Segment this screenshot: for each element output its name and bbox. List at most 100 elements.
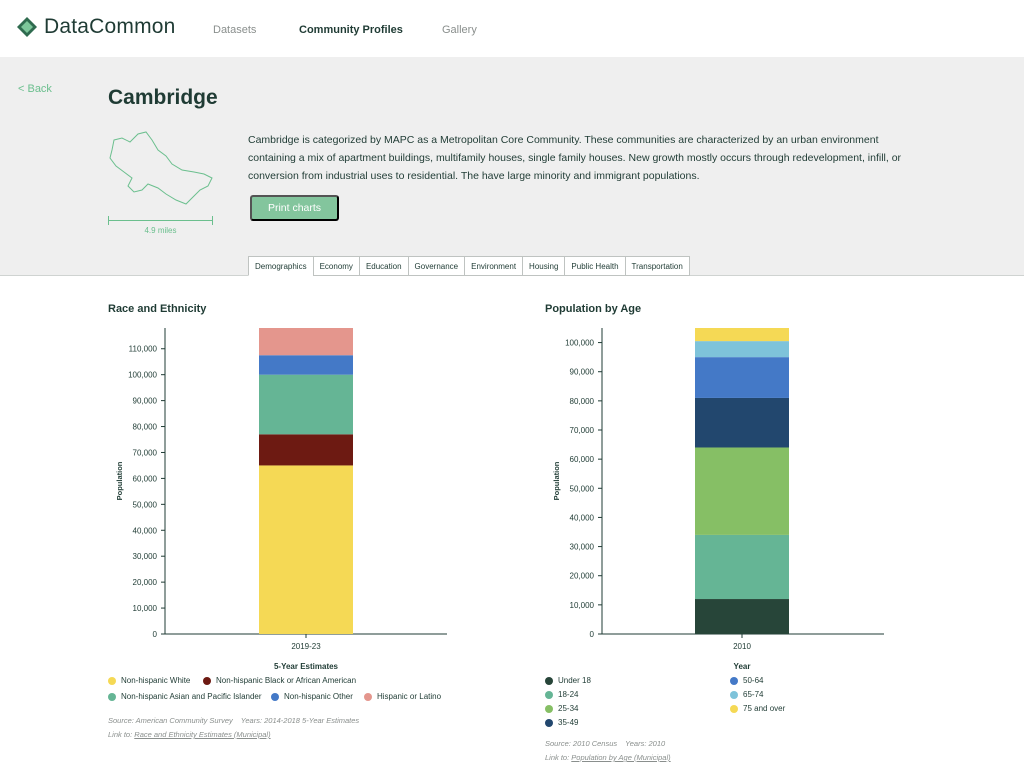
legend-swatch	[730, 704, 738, 713]
legend-item: Non-hispanic White	[108, 676, 190, 685]
y-tick-label: 40,000	[570, 513, 595, 522]
population-by-age-chart: 0 10,000 20,000 30,000 40,000 50,000 60,000 70,…	[552, 328, 884, 671]
tab-demographics[interactable]: Demographics	[248, 256, 313, 276]
legend-swatch	[203, 676, 211, 685]
y-tick-label: 60,000	[133, 474, 158, 483]
y-tick-label: 100,000	[128, 371, 157, 380]
legend-item: Non-hispanic Asian and Pacific Islander	[108, 692, 262, 701]
brand-name: DataCommon	[44, 15, 176, 38]
legend-item: Hispanic or Latino	[364, 692, 441, 701]
legend-label: 35-49	[558, 718, 579, 727]
y-tick-label: 0	[590, 630, 595, 639]
age-data-link[interactable]: Population by Age (Municipal)	[571, 753, 671, 762]
logo-icon	[17, 17, 37, 37]
x-axis-label: 5-Year Estimates	[274, 662, 339, 671]
city-map-outline	[109, 131, 213, 205]
nav-community-profiles[interactable]: Community Profiles	[299, 24, 403, 36]
y-tick-label: 80,000	[133, 423, 158, 432]
y-tick-label: 100,000	[565, 339, 594, 348]
y-tick-label: 10,000	[570, 601, 595, 610]
bar-segment	[259, 434, 353, 466]
back-link[interactable]: < Back	[18, 83, 52, 95]
tab-economy[interactable]: Economy	[312, 256, 359, 276]
race-chart-title: Race and Ethnicity	[108, 303, 207, 315]
legend-label: 25-34	[558, 704, 579, 713]
legend-swatch	[730, 676, 738, 685]
age-source: Source: 2010 Census Years: 2010	[545, 739, 665, 748]
bar-segment	[695, 534, 789, 600]
y-tick-label: 50,000	[570, 484, 595, 493]
top-navigation: DataCommon Datasets Community Profiles G…	[0, 0, 1024, 57]
legend-swatch	[545, 704, 553, 713]
legend-item: Under 18	[545, 676, 591, 685]
legend-item: 50-64	[730, 676, 763, 685]
y-tick-label: 20,000	[570, 572, 595, 581]
community-description: Cambridge is categorized by MAPC as a Me…	[248, 134, 902, 182]
age-link: Link to: Population by Age (Municipal)	[545, 753, 671, 762]
bar-segment	[695, 341, 789, 358]
legend-swatch	[545, 690, 553, 699]
category-tabs: Demographics Economy Education Governanc…	[248, 256, 690, 276]
y-tick-label: 90,000	[133, 397, 158, 406]
race-years-label: Years: 2014-2018 5-Year Estimates	[240, 716, 360, 725]
legend-label: Non-hispanic White	[121, 676, 191, 685]
bar-segment	[695, 447, 789, 535]
legend-label: 50-64	[743, 676, 764, 685]
y-tick-label: 110,000	[129, 345, 158, 354]
legend-item: 75 and over	[730, 704, 785, 713]
y-tick-label: 70,000	[133, 448, 158, 457]
y-tick-label: 80,000	[570, 397, 595, 406]
race-ethnicity-chart: 0 10,000 20,000 30,000 40,000 50,000 60,000 70,…	[115, 328, 447, 671]
tab-transportation[interactable]: Transportation	[624, 256, 690, 276]
legend-swatch	[545, 718, 553, 727]
nav-gallery[interactable]: Gallery	[442, 24, 477, 36]
legend-item: Non-hispanic Other	[271, 692, 353, 701]
legend-swatch	[108, 692, 116, 701]
legend-item: 65-74	[730, 690, 763, 699]
x-tick-label: 2019-23	[291, 642, 321, 651]
race-source: Source: American Community Survey Years: …	[108, 716, 359, 725]
y-tick-label: 90,000	[570, 368, 595, 377]
tab-housing[interactable]: Housing	[522, 256, 565, 276]
race-data-link[interactable]: Race and Ethnicity Estimates (Municipal)	[134, 730, 271, 739]
legend-swatch	[108, 676, 116, 685]
y-tick-label: 30,000	[570, 543, 595, 552]
legend-item: 25-34	[545, 704, 578, 713]
legend-item: Non-hispanic Black or African American	[203, 676, 356, 685]
y-tick-label: 30,000	[133, 552, 158, 561]
y-tick-label: 40,000	[133, 526, 158, 535]
x-tick-label: 2010	[733, 642, 751, 651]
age-link-prefix: Link to:	[545, 753, 570, 762]
bar-segment	[259, 328, 353, 356]
print-charts-button[interactable]: Print charts	[250, 195, 339, 221]
brand-logo[interactable]: DataCommon	[17, 15, 176, 39]
tab-education[interactable]: Education	[358, 256, 408, 276]
age-chart-title: Population by Age	[545, 303, 642, 315]
bar-segment	[695, 328, 789, 342]
y-tick-label: 0	[153, 630, 158, 639]
legend-label: 75 and over	[743, 704, 786, 713]
legend-label: 65-74	[743, 690, 764, 699]
bar-segment	[259, 355, 353, 375]
profile-header	[0, 57, 1024, 276]
tab-public-health[interactable]: Public Health	[564, 256, 625, 276]
race-link-prefix: Link to:	[108, 730, 133, 739]
legend-swatch	[730, 690, 738, 699]
y-tick-label: 60,000	[570, 455, 595, 464]
page-title: Cambridge	[108, 86, 218, 109]
tab-governance[interactable]: Governance	[407, 256, 465, 276]
y-tick-label: 20,000	[133, 578, 158, 587]
nav-datasets[interactable]: Datasets	[213, 24, 257, 36]
legend-swatch	[545, 676, 553, 685]
legend-item: 35-49	[545, 718, 578, 727]
tab-environment[interactable]: Environment	[464, 256, 523, 276]
bar-segment	[259, 374, 353, 435]
legend-label: Non-hispanic Other	[284, 692, 353, 701]
legend-swatch	[271, 692, 279, 701]
bar-segment	[695, 397, 789, 448]
legend-label: Non-hispanic Black or African American	[216, 676, 357, 685]
legend-label: Under 18	[558, 676, 591, 685]
race-source-label: Source: American Community Survey	[108, 716, 233, 725]
y-tick-label: 50,000	[133, 500, 158, 509]
y-tick-label: 70,000	[570, 426, 595, 435]
